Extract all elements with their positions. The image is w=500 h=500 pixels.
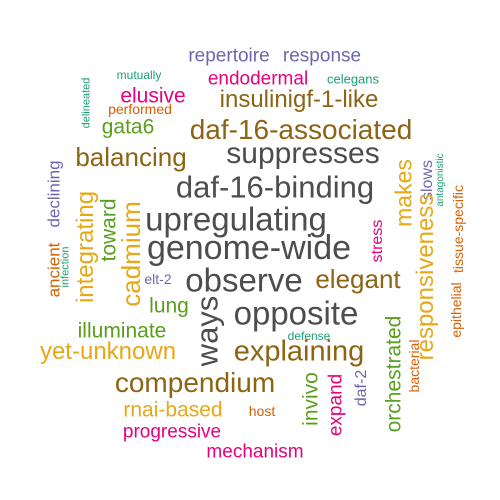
word-progressive: progressive xyxy=(122,421,222,443)
word-gata6: gata6 xyxy=(101,115,155,139)
word-responsiveness: responsiveness xyxy=(412,193,439,361)
word-endodermal: endodermal xyxy=(207,68,309,90)
word-daf-16-associated: daf-16-associated xyxy=(189,114,413,145)
word-elegant: elegant xyxy=(315,264,401,294)
word-compendium: compendium xyxy=(114,367,276,398)
word-response: response xyxy=(282,45,362,67)
word-stress: stress xyxy=(369,219,386,263)
word-ways: ways xyxy=(189,295,225,367)
word-defense: defense xyxy=(287,329,331,343)
word-delineated: delineated xyxy=(80,77,93,129)
word-explaining: explaining xyxy=(233,335,365,368)
word-illuminate: illuminate xyxy=(77,319,167,343)
word-mutually: mutually xyxy=(116,68,162,82)
word-balancing: balancing xyxy=(75,142,187,172)
word-cadmium: cadmium xyxy=(116,201,146,307)
word-lung: lung xyxy=(149,294,189,318)
word-repertoire: repertoire xyxy=(188,45,270,67)
word-yet-unknown: yet-unknown xyxy=(39,338,177,365)
word-tissue-specific: tissue-specific xyxy=(450,185,466,273)
word-expand: expand xyxy=(325,373,347,437)
word-host: host xyxy=(248,403,276,419)
word-declining: declining xyxy=(44,160,64,228)
word-insulinigf-1-like: insulinigf-1-like xyxy=(219,86,379,113)
word-daf-2: daf-2 xyxy=(353,369,370,407)
word-mechanism: mechanism xyxy=(206,441,304,463)
word-rnai-based: rnai-based xyxy=(123,398,223,422)
word-opposite: opposite xyxy=(233,294,359,332)
word-integrating: integrating xyxy=(72,190,99,304)
word-observe: observe xyxy=(185,261,303,299)
word-bacterial: bacterial xyxy=(406,339,422,393)
word-infection: infection xyxy=(59,246,72,288)
word-elt-2: elt-2 xyxy=(144,271,172,287)
word-daf-16-binding: daf-16-binding xyxy=(175,169,375,205)
word-suppresses: suppresses xyxy=(226,137,380,170)
word-upregulating: upregulating xyxy=(145,200,327,238)
word-celegans: celegans xyxy=(326,71,380,87)
word-genome-wide: genome-wide xyxy=(146,229,352,267)
word-orchestrated: orchestrated xyxy=(382,315,406,433)
word-elusive: elusive xyxy=(120,84,186,108)
word-performed: performed xyxy=(108,101,172,117)
word-epithelial: epithelial xyxy=(448,282,464,338)
word-invivo: invivo xyxy=(299,372,323,426)
